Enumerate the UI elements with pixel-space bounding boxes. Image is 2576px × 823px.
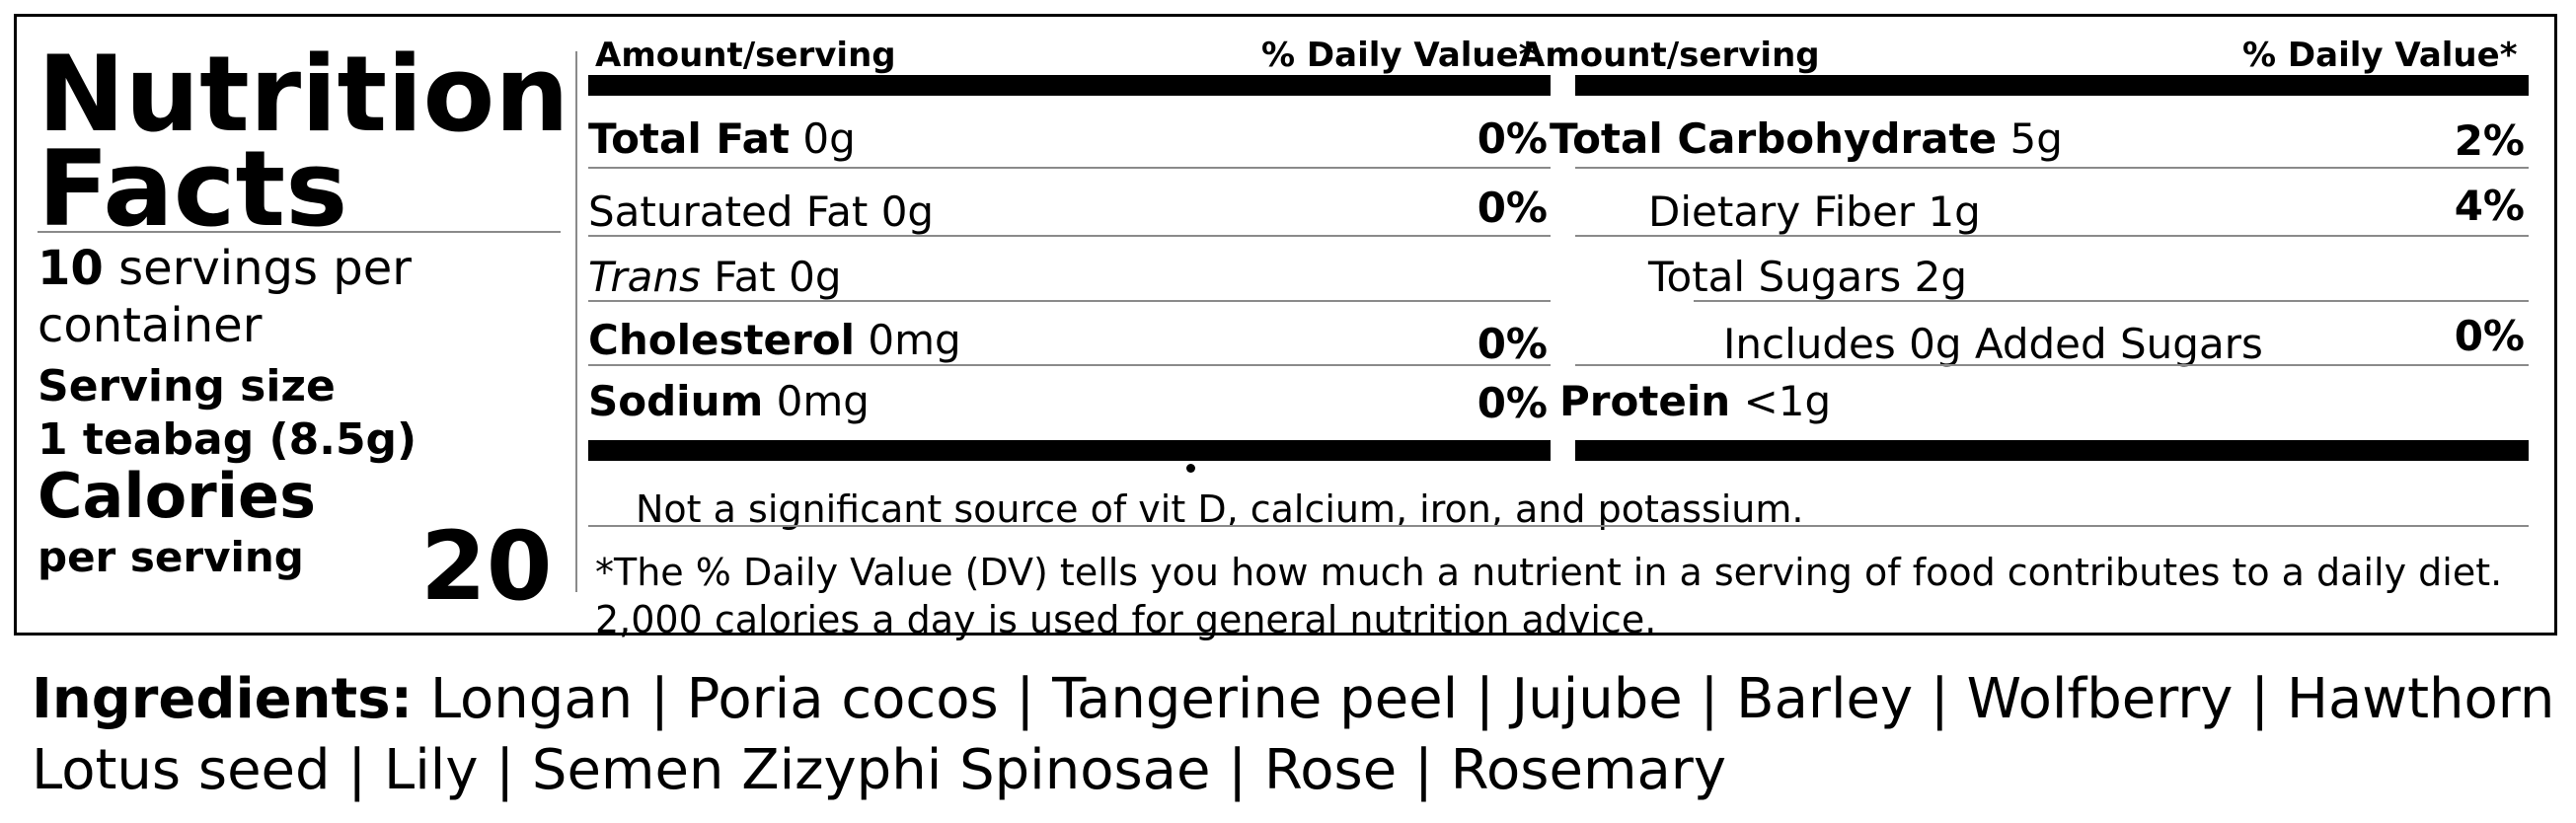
nutrient-dv-sodium: 0% (1477, 379, 1548, 427)
per-serving-label: per serving (38, 533, 304, 581)
servings-text-container: container (38, 298, 263, 353)
servings-count: 10 (38, 241, 104, 296)
dv-footnote-line2: 2,000 calories a day is used for general… (595, 598, 1657, 641)
left-separator (575, 51, 577, 592)
nutrient-amount: 5g (2009, 114, 2063, 163)
row-divider (588, 235, 1551, 237)
row-divider (588, 300, 1551, 302)
ingredients-label: Ingredients: (32, 667, 414, 731)
nutrient-dv-added-sugars: 0% (2454, 312, 2525, 360)
nutrient-name: Total Carbohydrate (1550, 114, 1998, 163)
calories-value: 20 (420, 511, 553, 622)
row-divider (588, 167, 1551, 169)
nutrient-amount: 0mg (776, 377, 870, 425)
nutrient-row-cholesterol: Cholesterol 0mg (588, 316, 961, 364)
nutrient-dv-cholesterol: 0% (1477, 320, 1548, 368)
title-nutrition: Nutrition (38, 34, 569, 155)
title-facts: Facts (38, 128, 348, 250)
row-divider (1575, 364, 2529, 366)
servings-text: servings per (118, 241, 412, 296)
nutrient-name: Cholesterol (588, 316, 855, 364)
nutrient-row-dietary-fiber: Dietary Fiber 1g (1648, 187, 1981, 236)
nutrient-name: Includes 0g Added Sugars (1723, 320, 2263, 368)
right-dv-header: % Daily Value* (2242, 36, 2518, 75)
nutrient-amount: 0g (802, 114, 856, 163)
nutrient-dv-total-carbohydrate: 2% (2454, 116, 2525, 165)
nutrient-row-total-sugars: Total Sugars 2g (1648, 253, 1967, 301)
nutrient-dv-total-fat: 0% (1477, 114, 1548, 163)
nutrient-amount: 0g (880, 187, 935, 236)
nutrient-row-protein: Protein <1g (1559, 377, 1831, 425)
nutrient-row-total-fat: Total Fat 0g (588, 114, 856, 163)
nutrient-dv-saturated-fat: 0% (1477, 184, 1548, 232)
nutrient-row-total-carbohydrate: Total Carbohydrate 5g (1550, 114, 2063, 163)
nutrient-name: Protein (1559, 377, 1731, 425)
nutrient-amount: 0mg (868, 316, 961, 364)
nutrient-row-sodium: Sodium 0mg (588, 377, 870, 425)
right-bottom-bar (1575, 440, 2529, 461)
ingredients-line1: Ingredients: Longan | Poria cocos | Tang… (32, 667, 2554, 731)
ingredients-list-1: Longan | Poria cocos | Tangerine peel | … (429, 667, 2555, 731)
row-divider (588, 364, 1551, 366)
nutrient-name: Dietary Fiber (1648, 187, 1916, 236)
nutrient-name-italic: Trans (588, 253, 701, 301)
right-top-bar (1575, 75, 2529, 96)
row-divider (1575, 235, 2529, 237)
servings-per-container: 10 servings per (38, 241, 412, 296)
serving-size-label: Serving size (38, 361, 336, 412)
vitamins-note: Not a significant source of vit D, calci… (636, 487, 1804, 531)
nutrient-row-added-sugars: Includes 0g Added Sugars (1723, 320, 2263, 368)
nutrient-amount: 1g (1928, 187, 1981, 236)
left-dv-header: % Daily Value* (1261, 36, 1537, 75)
nutrient-amount: <1g (1743, 377, 1832, 425)
row-divider (1694, 300, 2529, 302)
nutrient-name: Total Fat (588, 114, 791, 163)
nutrient-name: Fat (714, 253, 776, 301)
title-divider (38, 231, 561, 233)
ingredients-list-2: Lotus seed | Lily | Semen Zizyphi Spinos… (32, 738, 1726, 802)
nutrient-dv-dietary-fiber: 4% (2454, 182, 2525, 230)
left-bottom-bar (588, 440, 1551, 461)
nutrient-amount: 0g (789, 253, 842, 301)
left-top-bar (588, 75, 1551, 96)
serving-size-value: 1 teabag (8.5g) (38, 414, 417, 465)
calories-label: Calories (38, 460, 316, 532)
nutrient-row-trans-fat: Trans Fat 0g (588, 253, 842, 301)
nutrient-amount: 2g (1914, 253, 1968, 301)
right-amount-header: Amount/serving (1519, 36, 1820, 75)
dot-mark (1186, 464, 1195, 473)
row-divider (1575, 167, 2529, 169)
dv-footnote-line1: *The % Daily Value (DV) tells you how mu… (595, 551, 2503, 594)
left-amount-header: Amount/serving (595, 36, 896, 75)
nutrient-name: Total Sugars (1648, 253, 1902, 301)
nutrient-name: Sodium (588, 377, 764, 425)
nutrient-row-saturated-fat: Saturated Fat 0g (588, 187, 934, 236)
nutrition-facts-panel (14, 14, 2557, 636)
footnote-divider (588, 525, 2529, 527)
nutrient-name: Saturated Fat (588, 187, 869, 236)
